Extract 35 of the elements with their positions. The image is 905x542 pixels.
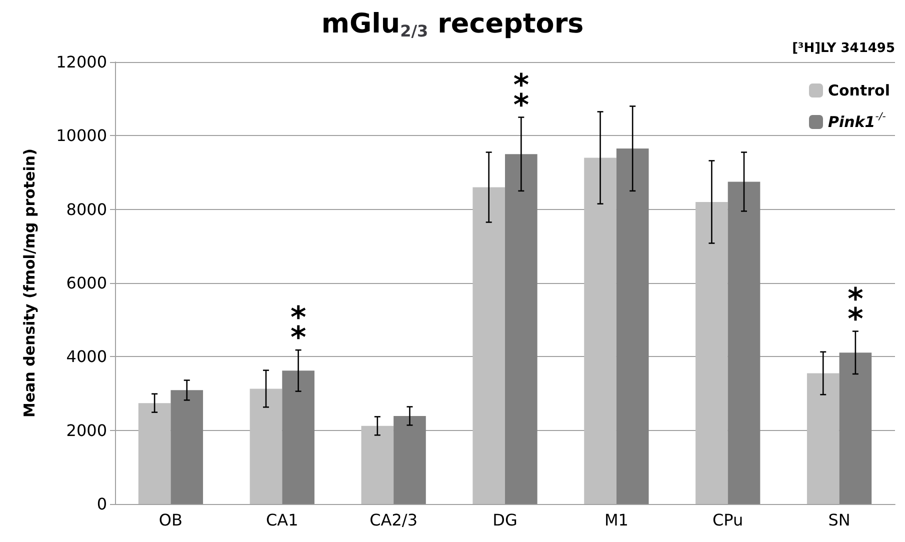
annotation: **	[290, 300, 306, 356]
bar	[696, 202, 728, 504]
x-tick-label: M1	[604, 510, 628, 530]
text: [³H]LY 341495	[792, 41, 896, 56]
bar	[472, 187, 505, 504]
bar	[250, 388, 282, 504]
legend-label: Control	[828, 82, 890, 100]
y-tick-label: 2000	[66, 420, 107, 440]
y-tick-label: 12000	[56, 52, 107, 72]
bar	[170, 390, 204, 504]
bar	[839, 352, 872, 504]
y-tick-label: 0	[96, 494, 107, 514]
x-tick-label: OB	[158, 510, 183, 530]
x-tick-label: CPu	[712, 510, 744, 530]
x-tick-label: CA1	[266, 510, 298, 530]
bar	[361, 426, 394, 504]
bar	[282, 370, 314, 504]
annotation: **	[848, 282, 864, 337]
bar	[806, 373, 840, 504]
legend-label: Pink1-/-	[828, 112, 886, 131]
y-tick-label: 8000	[66, 200, 107, 219]
bar	[728, 182, 760, 504]
bar	[394, 416, 426, 504]
y-axis-title: Mean density (fmol/mg protein)	[20, 148, 38, 418]
bar	[616, 148, 649, 504]
bar	[505, 154, 538, 504]
y-tick-label: 6000	[66, 274, 107, 292]
y-tick-label: 4000	[66, 347, 107, 366]
bar	[138, 403, 171, 504]
y-tick-label: 10000	[56, 126, 107, 146]
annotation: **	[513, 68, 530, 123]
x-tick-label: DG	[492, 510, 518, 530]
bar	[584, 158, 616, 504]
x-tick-label: SN	[828, 510, 850, 530]
x-tick-label: CA2/3	[370, 510, 418, 530]
